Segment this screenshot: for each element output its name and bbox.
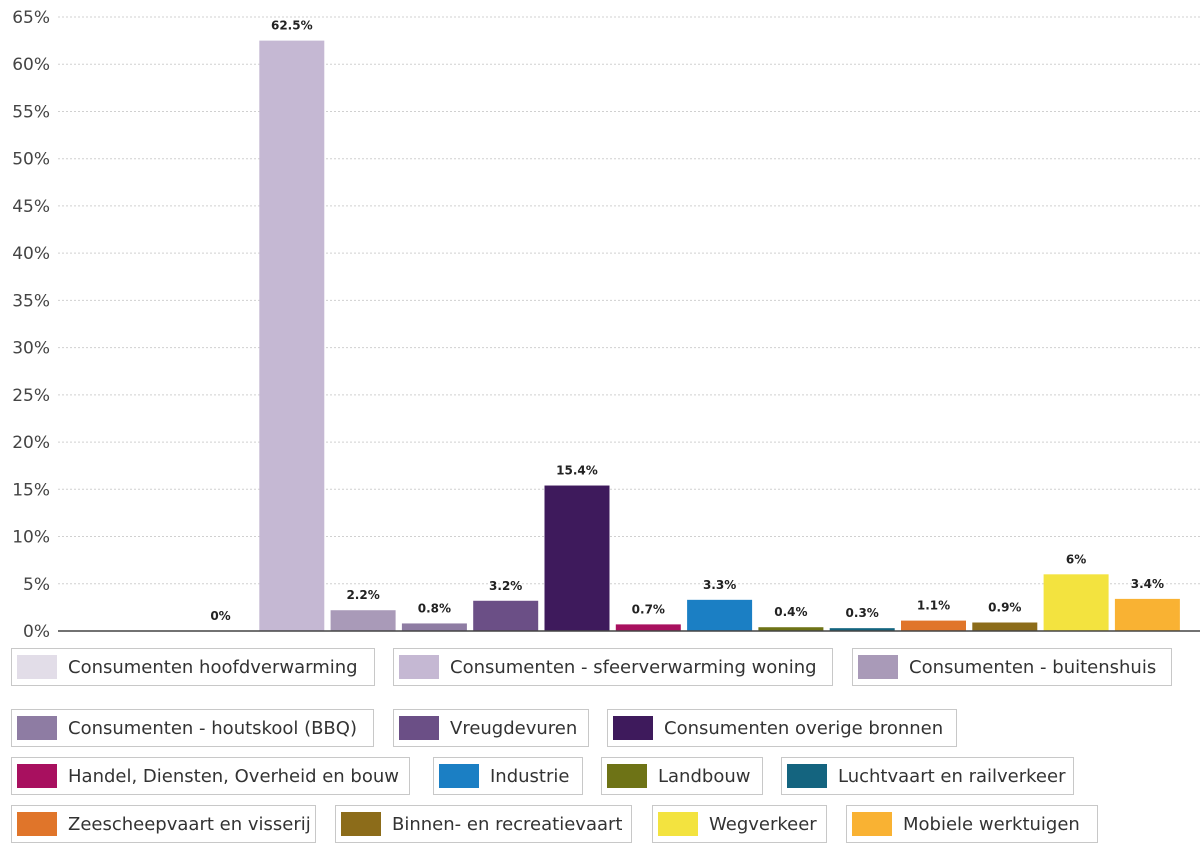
legend-label: Consumenten - buitenshuis <box>909 656 1157 678</box>
legend-label: Zeescheepvaart en visserij <box>68 813 311 835</box>
legend-label: Mobiele werktuigen <box>903 813 1080 835</box>
y-tick-label: 45% <box>12 197 50 217</box>
legend-item[interactable]: Landbouw <box>601 757 763 795</box>
legend-item[interactable]: Consumenten - sfeerverwarming woning <box>393 648 833 686</box>
y-tick-label: 25% <box>12 386 50 406</box>
y-tick-label: 35% <box>12 291 50 311</box>
legend-label: Luchtvaart en railverkeer <box>838 765 1066 787</box>
data-label: 62.5% <box>271 19 313 33</box>
legend-swatch <box>17 812 57 836</box>
data-label: 3.3% <box>703 578 736 592</box>
data-label: 3.4% <box>1131 577 1164 591</box>
legend-item[interactable]: Consumenten hoofdverwarming <box>11 648 375 686</box>
data-label: 0.3% <box>846 606 879 620</box>
legend-swatch <box>341 812 381 836</box>
legend-item[interactable]: Zeescheepvaart en visserij <box>11 805 316 843</box>
bar <box>615 624 681 631</box>
legend-item[interactable]: Mobiele werktuigen <box>846 805 1098 843</box>
y-tick-label: 65% <box>12 8 50 28</box>
data-label: 0.9% <box>988 600 1021 614</box>
bar <box>259 40 325 632</box>
legend-swatch <box>787 764 827 788</box>
data-label: 2.2% <box>346 588 379 602</box>
legend-swatch <box>399 655 439 679</box>
bar <box>330 610 396 631</box>
legend-swatch <box>858 655 898 679</box>
bar <box>758 627 824 631</box>
y-axis-ticks: 0% 5% 10% 15% 20% 25% 30% 35% 40% 45% 50% 55% 60% 65% <box>12 8 50 642</box>
legend-label: Wegverkeer <box>709 813 817 835</box>
legend-item[interactable]: Handel, Diensten, Overheid en bouw <box>11 757 410 795</box>
data-label: 3.2% <box>489 579 522 593</box>
y-tick-label: 0% <box>23 622 50 642</box>
legend-swatch <box>17 655 57 679</box>
legend-label: Consumenten - houtskool (BBQ) <box>68 717 357 739</box>
legend-swatch <box>399 716 439 740</box>
legend-swatch <box>613 716 653 740</box>
legend-label: Handel, Diensten, Overheid en bouw <box>68 765 400 787</box>
legend-label: Binnen- en recreatievaart <box>392 813 623 835</box>
data-label: 0% <box>210 609 230 623</box>
legend-swatch <box>658 812 698 836</box>
legend: Consumenten hoofdverwarming Consumenten -… <box>0 648 1200 848</box>
legend-label: Consumenten hoofdverwarming <box>68 656 358 678</box>
legend-label: Industrie <box>490 765 570 787</box>
legend-item[interactable]: Consumenten - buitenshuis <box>852 648 1172 686</box>
bar <box>829 628 895 631</box>
bar-chart: 0% 5% 10% 15% 20% 25% 30% 35% 40% 45% 50% 55% 60% 65%… <box>12 8 1200 642</box>
legend-label: Landbouw <box>658 765 751 787</box>
y-tick-label: 60% <box>12 55 50 75</box>
y-tick-label: 5% <box>23 575 50 595</box>
legend-item[interactable]: Binnen- en recreatievaart <box>335 805 632 843</box>
gridlines <box>58 16 1200 585</box>
y-tick-label: 15% <box>12 480 50 500</box>
data-label: 0.8% <box>418 601 451 615</box>
legend-label: Consumenten overige bronnen <box>664 717 944 739</box>
legend-item[interactable]: Consumenten - houtskool (BBQ) <box>11 709 374 747</box>
bar <box>1043 574 1109 631</box>
y-tick-label: 55% <box>12 102 50 122</box>
legend-item[interactable]: Industrie <box>433 757 583 795</box>
y-tick-label: 20% <box>12 433 50 453</box>
legend-swatch <box>439 764 479 788</box>
y-tick-label: 10% <box>12 528 50 548</box>
bar <box>401 623 467 631</box>
legend-label: Consumenten - sfeerverwarming woning <box>450 656 817 678</box>
bar <box>473 600 539 631</box>
bar <box>1114 598 1180 631</box>
bar <box>687 599 753 631</box>
data-label: 0.7% <box>632 602 665 616</box>
legend-item[interactable]: Luchtvaart en railverkeer <box>781 757 1074 795</box>
bar <box>901 620 966 631</box>
data-label: 0.4% <box>774 605 807 619</box>
data-label: 1.1% <box>917 599 950 613</box>
bar <box>544 485 610 631</box>
legend-item[interactable]: Wegverkeer <box>652 805 827 843</box>
y-tick-label: 40% <box>12 244 50 264</box>
bar <box>972 622 1038 631</box>
legend-swatch <box>17 764 57 788</box>
y-tick-label: 30% <box>12 339 50 359</box>
legend-item[interactable]: Vreugdevuren <box>393 709 589 747</box>
y-tick-label: 50% <box>12 150 50 170</box>
legend-label: Vreugdevuren <box>450 717 578 739</box>
legend-swatch <box>852 812 892 836</box>
data-label: 15.4% <box>556 464 598 478</box>
data-labels: 0% 62.5% 2.2% 0.8% 3.2% 15.4% 0.7% 3.3% 0.4% 0.3%… <box>210 19 1164 623</box>
bars <box>259 40 1180 632</box>
legend-swatch <box>607 764 647 788</box>
legend-item[interactable]: Consumenten overige bronnen <box>607 709 957 747</box>
legend-swatch <box>17 716 57 740</box>
data-label: 6% <box>1066 552 1086 566</box>
